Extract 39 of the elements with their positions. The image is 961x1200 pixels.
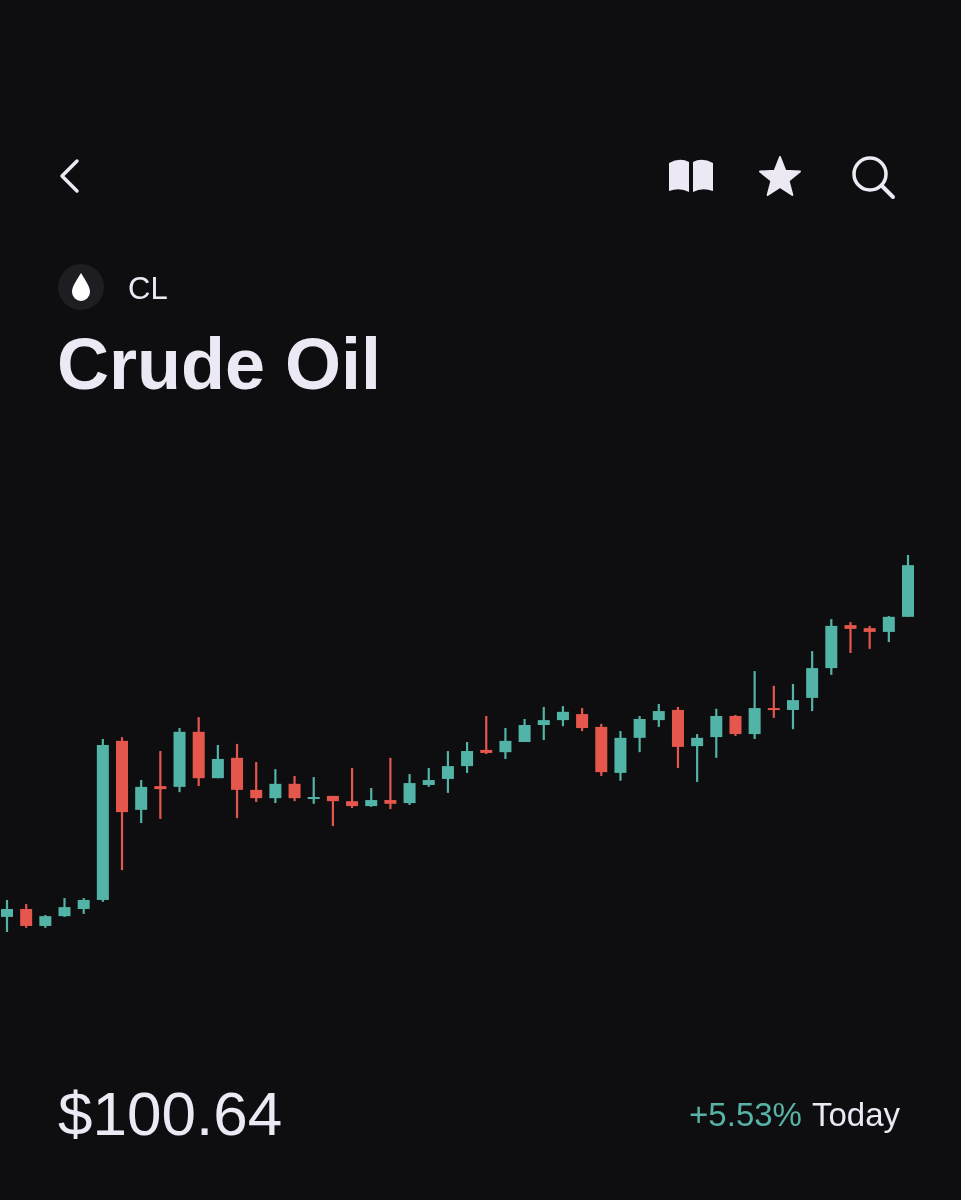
candlestick — [403, 772, 416, 807]
candlestick — [556, 705, 569, 728]
candlestick — [288, 774, 301, 803]
candlestick — [269, 768, 282, 805]
candlestick — [882, 614, 895, 644]
chart-subtitle: CL — [128, 271, 168, 306]
candlestick — [211, 743, 224, 780]
candlestick — [844, 621, 857, 655]
candlestick — [365, 786, 378, 808]
candlestick — [154, 749, 167, 820]
candlestick — [633, 714, 646, 754]
candlestick — [326, 794, 339, 828]
candlestick — [480, 714, 493, 756]
candlestick — [307, 775, 320, 805]
chart-title: Crude Oil — [57, 324, 382, 404]
candlestick — [384, 756, 397, 811]
candlestick — [135, 778, 148, 825]
candlestick — [20, 903, 33, 929]
candlestick — [786, 682, 799, 731]
candlestick — [710, 707, 723, 759]
text: +5.53% — [689, 1096, 802, 1133]
candlestick — [461, 740, 474, 775]
candlestick — [729, 713, 742, 738]
candlestick — [518, 717, 531, 744]
candlestick — [422, 766, 435, 788]
candlestick — [767, 684, 780, 719]
candlestick — [691, 732, 704, 784]
text: $100.64 — [58, 1079, 283, 1148]
candlestick — [576, 706, 589, 733]
candlestick — [499, 726, 512, 761]
candlestick — [250, 760, 263, 804]
candlestick — [652, 702, 665, 729]
candlestick — [863, 624, 876, 650]
candlestick — [441, 749, 454, 794]
text: Today — [811, 1096, 901, 1133]
candlestick — [58, 896, 71, 919]
candlestick — [1, 898, 13, 934]
candlestick — [346, 766, 359, 810]
candlestick — [537, 705, 550, 742]
